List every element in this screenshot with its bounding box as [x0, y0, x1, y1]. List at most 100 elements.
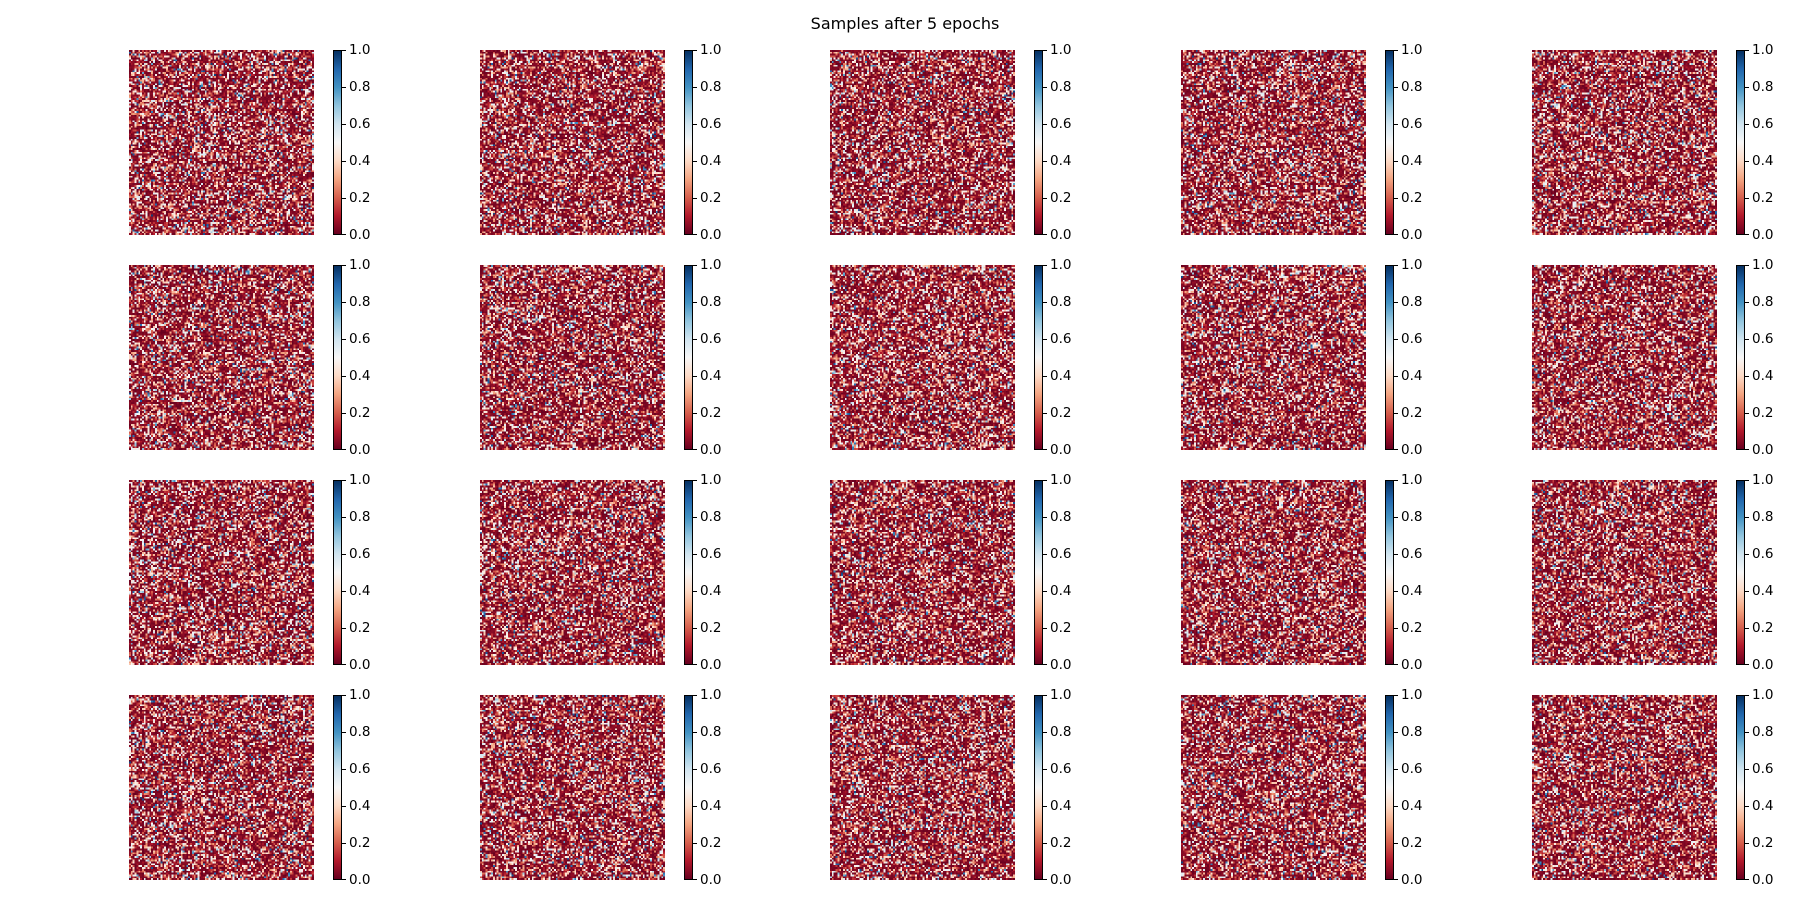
colorbar-tick-label: 0.2: [349, 405, 371, 421]
colorbar-tick: [1394, 339, 1398, 340]
colorbar-tick: [1394, 517, 1398, 518]
colorbar-tick-label: 0.4: [349, 153, 371, 169]
colorbar-tick-label: 0.6: [349, 546, 371, 562]
colorbar-tick: [1394, 50, 1398, 51]
colorbar-tick-label: 0.8: [1401, 724, 1423, 740]
colorbar-tick: [693, 480, 697, 481]
colorbar: [1385, 265, 1394, 450]
colorbar-tick-label: 0.8: [700, 509, 722, 525]
colorbar-tick: [1745, 265, 1749, 266]
sample-heatmap: [129, 265, 314, 450]
colorbar-tick-label: 0.6: [700, 761, 722, 777]
colorbar-tick: [693, 449, 697, 450]
colorbar-tick: [693, 628, 697, 629]
colorbar-tick-label: 0.0: [1050, 657, 1072, 673]
colorbar-tick-label: 0.2: [349, 835, 371, 851]
colorbar-tick: [342, 554, 346, 555]
colorbar-tick: [693, 554, 697, 555]
colorbar-tick: [1394, 234, 1398, 235]
colorbar-tick: [1394, 302, 1398, 303]
colorbar-tick-label: 0.2: [700, 190, 722, 206]
colorbar-tick-label: 0.6: [1050, 761, 1072, 777]
colorbar-tick: [1394, 480, 1398, 481]
colorbar-tick: [1043, 843, 1047, 844]
colorbar-tick: [342, 87, 346, 88]
colorbar-tick: [1394, 732, 1398, 733]
colorbar-tick-label: 0.0: [1752, 227, 1774, 243]
colorbar-tick-label: 0.8: [700, 724, 722, 740]
colorbar-tick-label: 0.0: [1401, 227, 1423, 243]
colorbar-tick-label: 0.4: [1401, 798, 1423, 814]
colorbar-tick: [342, 376, 346, 377]
colorbar-tick-label: 0.8: [349, 724, 371, 740]
colorbar-tick: [1043, 664, 1047, 665]
colorbar-tick-label: 0.0: [1401, 442, 1423, 458]
colorbar-tick: [1043, 124, 1047, 125]
colorbar-tick: [342, 161, 346, 162]
colorbar: [684, 50, 693, 235]
colorbar-tick-label: 0.2: [1752, 620, 1774, 636]
colorbar-tick-label: 0.0: [700, 872, 722, 888]
colorbar: [333, 695, 342, 880]
sample-heatmap: [480, 265, 665, 450]
colorbar-tick: [1745, 449, 1749, 450]
colorbar-tick-label: 0.8: [1050, 294, 1072, 310]
colorbar-tick: [1745, 732, 1749, 733]
colorbar-tick: [1745, 806, 1749, 807]
sample-heatmap: [830, 480, 1015, 665]
colorbar: [333, 480, 342, 665]
colorbar-tick-label: 0.4: [1050, 583, 1072, 599]
colorbar-tick-label: 0.0: [349, 872, 371, 888]
colorbar-tick-label: 0.4: [349, 798, 371, 814]
colorbar-tick-label: 0.8: [1401, 294, 1423, 310]
colorbar-tick: [693, 517, 697, 518]
colorbar-tick: [693, 124, 697, 125]
colorbar-tick-label: 0.2: [1752, 405, 1774, 421]
colorbar-tick-label: 0.4: [1752, 368, 1774, 384]
colorbar-tick-label: 0.6: [1050, 331, 1072, 347]
colorbar-tick-label: 0.8: [1752, 509, 1774, 525]
colorbar-tick: [342, 591, 346, 592]
colorbar-tick: [1745, 480, 1749, 481]
colorbar-tick-label: 0.6: [1752, 331, 1774, 347]
colorbar-tick: [693, 413, 697, 414]
sample-heatmap: [830, 695, 1015, 880]
colorbar-tick: [693, 843, 697, 844]
colorbar-tick: [342, 732, 346, 733]
colorbar-tick-label: 0.2: [349, 190, 371, 206]
colorbar-tick: [1745, 234, 1749, 235]
colorbar-tick-label: 1.0: [1401, 472, 1423, 488]
colorbar: [1736, 50, 1745, 235]
colorbar-tick: [342, 234, 346, 235]
colorbar-tick-label: 0.0: [1401, 657, 1423, 673]
colorbar-tick: [1745, 695, 1749, 696]
colorbar-tick: [1394, 198, 1398, 199]
colorbar-tick-label: 0.6: [1401, 546, 1423, 562]
colorbar-tick: [1043, 413, 1047, 414]
colorbar-tick-label: 0.8: [1752, 294, 1774, 310]
colorbar-tick: [342, 480, 346, 481]
sample-heatmap: [129, 480, 314, 665]
colorbar-tick: [1394, 806, 1398, 807]
colorbar-tick: [1745, 302, 1749, 303]
colorbar-tick-label: 1.0: [1401, 257, 1423, 273]
colorbar-tick-label: 0.8: [1752, 79, 1774, 95]
colorbar-tick-label: 0.6: [700, 116, 722, 132]
colorbar-tick-label: 1.0: [1050, 257, 1072, 273]
colorbar-tick: [1043, 302, 1047, 303]
colorbar-tick: [342, 695, 346, 696]
colorbar-tick-label: 0.4: [700, 368, 722, 384]
colorbar-tick: [342, 517, 346, 518]
colorbar-tick-label: 0.2: [700, 405, 722, 421]
colorbar-tick: [1043, 449, 1047, 450]
sample-heatmap: [1181, 50, 1366, 235]
colorbar-tick-label: 0.4: [1752, 153, 1774, 169]
colorbar: [1385, 480, 1394, 665]
colorbar-tick: [1745, 664, 1749, 665]
colorbar-tick-label: 0.0: [1050, 872, 1072, 888]
sample-heatmap: [129, 695, 314, 880]
colorbar-tick: [693, 87, 697, 88]
colorbar-tick: [1394, 449, 1398, 450]
colorbar-tick-label: 0.2: [1050, 620, 1072, 636]
colorbar-tick-label: 1.0: [700, 687, 722, 703]
